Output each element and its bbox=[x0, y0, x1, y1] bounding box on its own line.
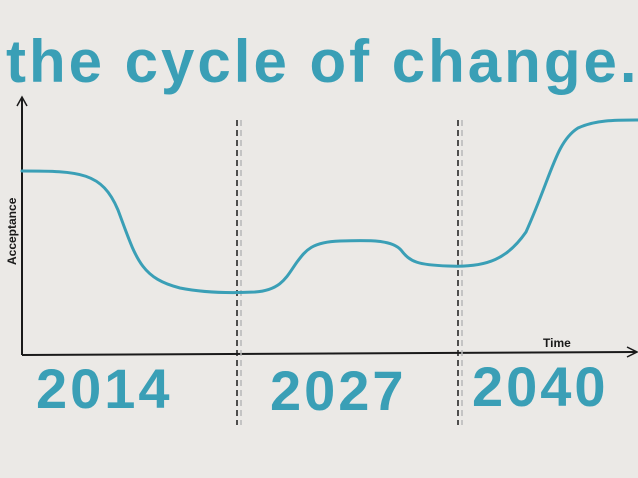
year-label-2014: 2014 bbox=[36, 357, 173, 420]
x-axis-label: Time bbox=[543, 336, 571, 350]
acceptance-curve bbox=[20, 118, 638, 295]
year-label-2040: 2040 bbox=[472, 355, 609, 418]
y-axis-arrowhead bbox=[16, 95, 28, 107]
year-label-2027: 2027 bbox=[270, 359, 407, 422]
x-axis-arrowhead bbox=[626, 346, 638, 358]
page-title: the cycle of change. bbox=[6, 28, 638, 95]
x-axis bbox=[21, 351, 637, 356]
y-axis-label: Acceptance bbox=[5, 197, 19, 265]
